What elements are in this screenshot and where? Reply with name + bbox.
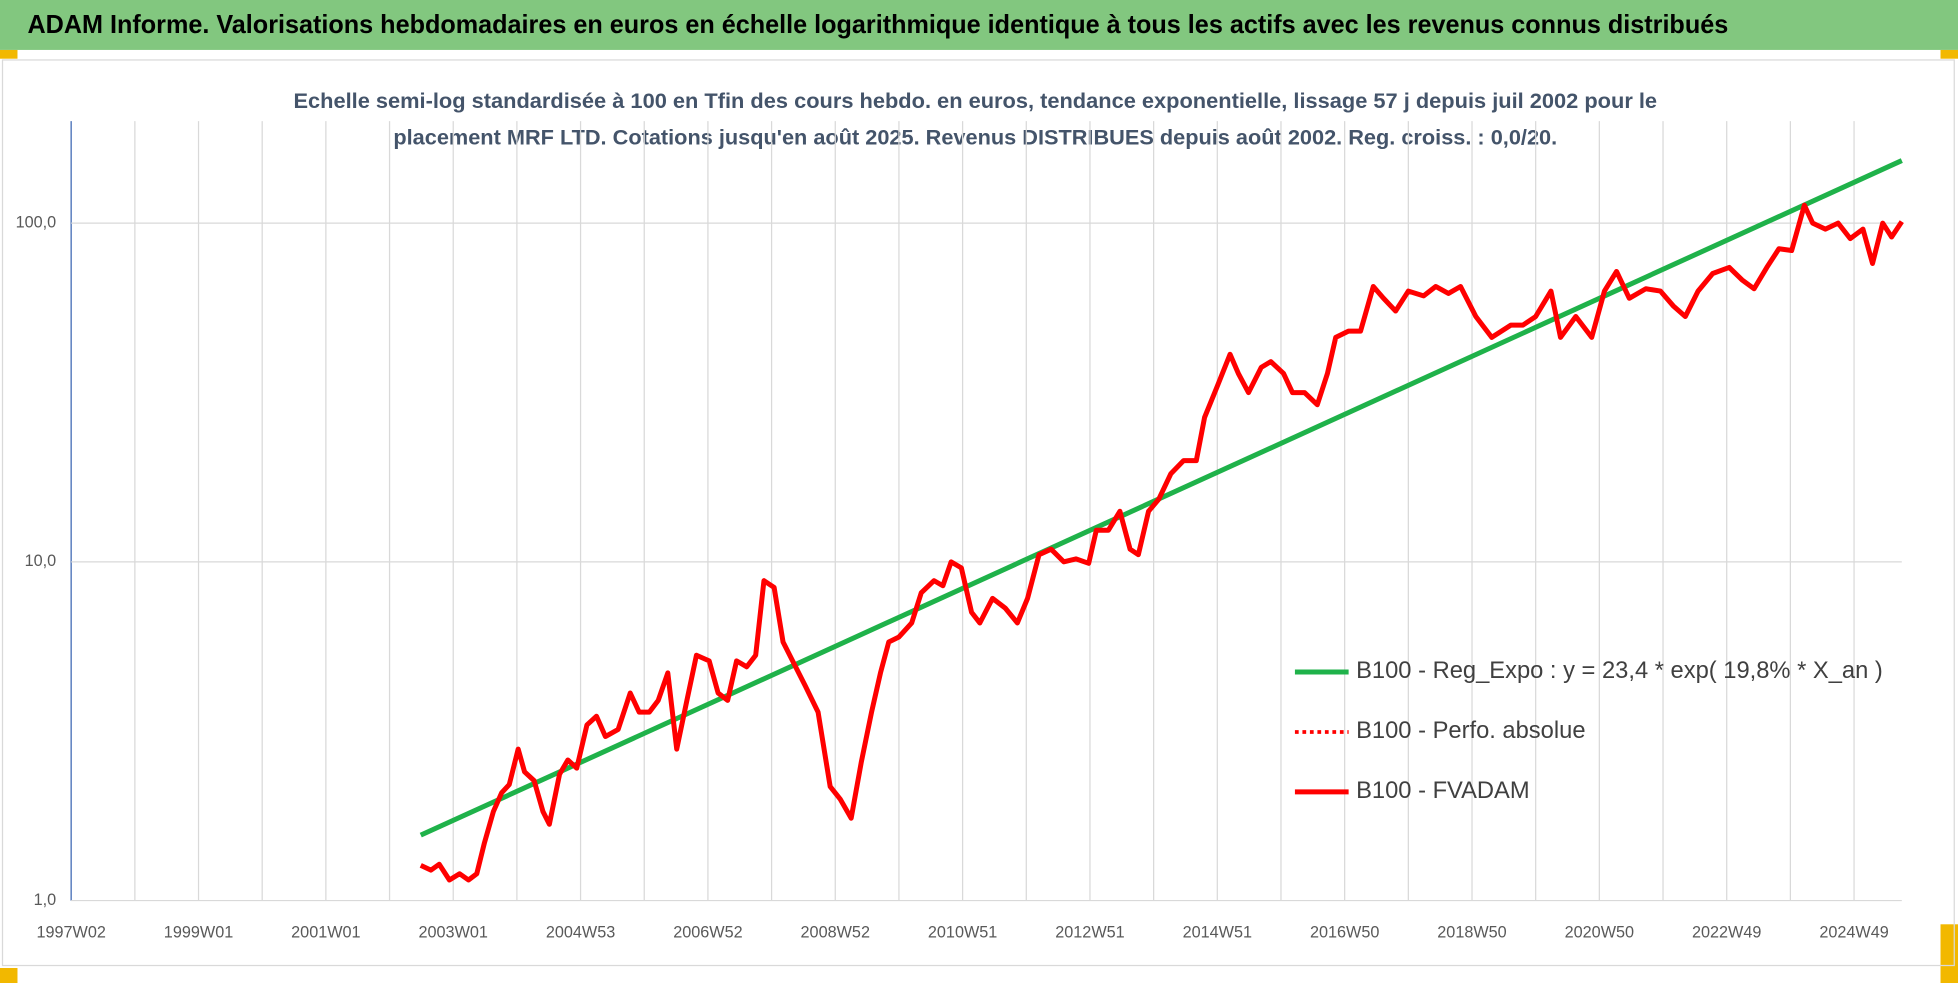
corner [1940, 924, 1958, 983]
y-tick-label: 10,0 [25, 552, 57, 570]
chart-title: placement MRF LTD. Cotations jusqu'en ao… [393, 126, 1557, 149]
x-tick-label: 2004W53 [546, 923, 615, 941]
y-tick-label: 100,0 [16, 213, 57, 231]
x-tick-label: 2003W01 [419, 923, 488, 941]
x-tick-label: 2012W51 [1055, 923, 1124, 941]
x-tick-label: 1997W02 [36, 923, 105, 941]
legend-label: B100 - Perfo. absolue [1356, 718, 1585, 744]
corner [1940, 49, 1958, 59]
header-title: ADAM Informe. Valorisations hebdomadaire… [27, 9, 1728, 39]
x-tick-label: 2016W50 [1310, 923, 1379, 941]
chart-title: Echelle semi-log standardisée à 100 en T… [293, 90, 1657, 113]
header-bar [0, 0, 1958, 50]
x-tick-label: 2008W52 [801, 923, 870, 941]
legend-label: B100 - FVADAM [1356, 778, 1530, 804]
x-tick-label: 2018W50 [1437, 923, 1506, 941]
series-line [419, 202, 1904, 883]
x-tick-label: 2020W50 [1565, 923, 1634, 941]
x-tick-label: 2010W51 [928, 923, 997, 941]
x-tick-label: 2001W01 [291, 923, 360, 941]
x-tick-label: 2024W49 [1819, 923, 1888, 941]
y-tick-label: 1,0 [34, 891, 57, 909]
x-tick-label: 2022W49 [1692, 923, 1761, 941]
corner [0, 968, 18, 983]
corner [0, 49, 18, 59]
x-tick-label: 2014W51 [1183, 923, 1252, 941]
plot-frame [1, 59, 1955, 967]
x-tick-label: 2006W52 [673, 923, 742, 941]
header-gap [0, 49, 1958, 59]
x-tick-label: 1999W01 [164, 923, 233, 941]
legend-label: B100 - Reg_Expo : y = 23,4 * exp( 19,8% … [1356, 658, 1883, 684]
